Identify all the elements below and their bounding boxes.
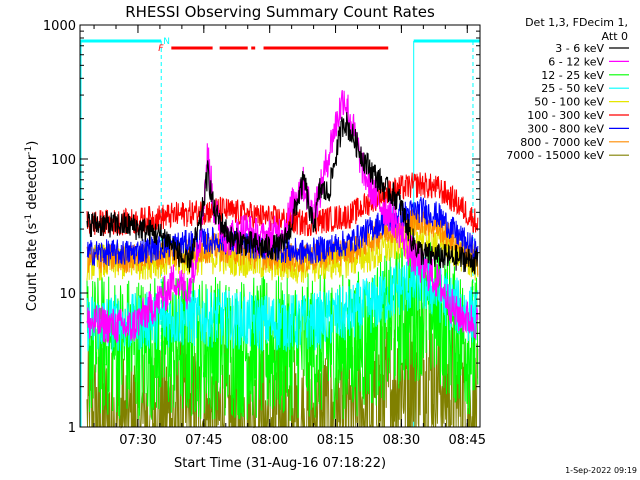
legend-label: 300 - 800 keV: [527, 122, 604, 135]
x-tick-label: 08:45: [449, 433, 486, 448]
x-tick-label: 08:30: [383, 433, 420, 448]
series-line-7: [86, 196, 479, 266]
y-tick-label: 100: [51, 153, 76, 168]
legend-label: 3 - 6 keV: [555, 42, 604, 55]
x-tick-label: 08:00: [251, 433, 288, 448]
x-tick-label: 07:30: [119, 433, 156, 448]
x-tick-label: 08:15: [317, 433, 354, 448]
y-tick-label: 10: [59, 287, 76, 302]
legend-header-line-2: Att 0: [602, 30, 628, 43]
x-axis: 07:30 07:45 08:00 08:15 08:30 08:45: [93, 25, 486, 448]
plot-timestamp: 1-Sep-2022 09:19: [565, 466, 637, 475]
series-line-8: [86, 207, 479, 276]
legend-label: 100 - 300 keV: [527, 109, 604, 122]
legend-label: 25 - 50 keV: [541, 82, 604, 95]
y-tick-label: 1000: [43, 19, 76, 34]
y-axis: 1 10 100 1000: [43, 19, 480, 436]
y-axis-label-mid: detector: [25, 154, 40, 214]
legend-label: 12 - 25 keV: [541, 69, 604, 82]
plot-frame: [79, 24, 481, 428]
flare-label: F: [158, 44, 164, 54]
legend-label: 6 - 12 keV: [548, 55, 604, 68]
y-axis-label-main: Count Rate (s: [25, 223, 40, 312]
series-line-1: [86, 112, 479, 275]
night-label: N: [163, 37, 170, 47]
legend-label: 50 - 100 keV: [534, 96, 604, 109]
legend-label: 7000 - 15000 keV: [506, 149, 604, 162]
y-axis-label-sup-1: -1: [24, 214, 34, 223]
y-axis-label-sup-2: -1: [24, 146, 34, 155]
y-tick-label: 1: [68, 421, 76, 436]
chart-title: RHESSI Observing Summary Count Rates: [125, 3, 435, 21]
y-axis-label: Count Rate (s-1 detector-1): [24, 141, 40, 312]
x-tick-label: 07:45: [185, 433, 222, 448]
legend-label: 800 - 7000 keV: [520, 136, 604, 149]
legend-header-line-1: Det 1,3, FDecim 1,: [525, 16, 628, 29]
x-axis-label: Start Time (31-Aug-16 07:18:22): [174, 456, 386, 471]
series-line-2: [86, 89, 479, 344]
y-axis-label-end: ): [25, 141, 40, 146]
